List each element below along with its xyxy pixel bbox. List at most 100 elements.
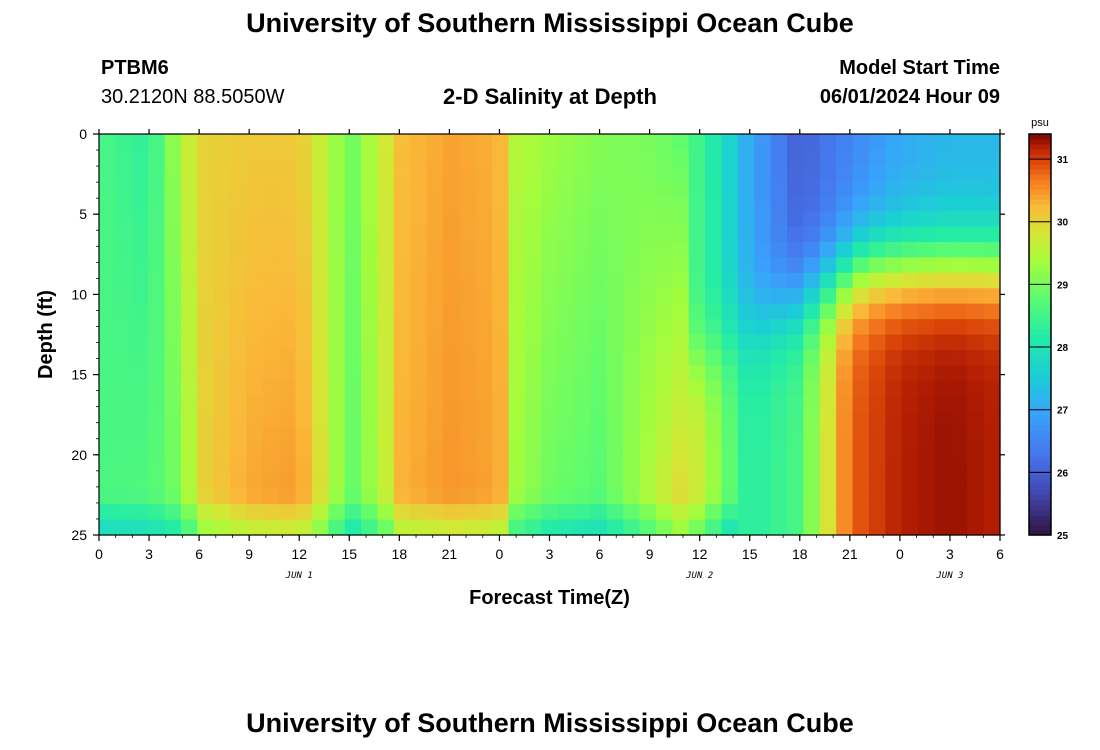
- heatmap-cell: [885, 411, 903, 428]
- heatmap-cell: [197, 442, 215, 459]
- heatmap-cell: [197, 427, 215, 444]
- heatmap-cell: [328, 288, 346, 305]
- heatmap-cell: [983, 504, 1001, 521]
- heatmap-cell: [148, 226, 166, 243]
- colorbar-segment: [1029, 369, 1051, 376]
- heatmap-cell: [688, 365, 706, 382]
- heatmap-cell: [246, 396, 264, 413]
- heatmap-cell: [148, 319, 166, 336]
- heatmap-cell: [262, 288, 280, 305]
- heatmap-cell: [770, 488, 788, 505]
- heatmap-cell: [99, 303, 116, 320]
- heatmap-cell: [262, 195, 280, 212]
- heatmap-cell: [393, 488, 411, 505]
- heatmap-cell: [721, 226, 739, 243]
- heatmap-cell: [918, 257, 936, 274]
- heatmap-cell: [524, 211, 542, 228]
- colorbar-segment: [1029, 139, 1051, 145]
- heatmap-cell: [934, 288, 952, 305]
- heatmap-cell: [737, 457, 755, 474]
- heatmap-cell: [377, 319, 395, 336]
- heatmap-cell: [754, 488, 772, 505]
- heatmap-cell: [967, 488, 985, 505]
- heatmap-cell: [934, 427, 952, 444]
- heatmap-cell: [377, 504, 395, 521]
- heatmap-cell: [688, 319, 706, 336]
- heatmap-cell: [295, 319, 313, 336]
- heatmap-cell: [770, 504, 788, 521]
- heatmap-cell: [164, 134, 182, 151]
- heatmap-cell: [639, 211, 657, 228]
- heatmap-cell: [950, 241, 968, 258]
- heatmap-cell: [524, 149, 542, 166]
- heatmap-cell: [721, 288, 739, 305]
- heatmap-cell: [868, 272, 886, 289]
- heatmap-cell: [311, 442, 329, 459]
- heatmap-cell: [180, 365, 198, 382]
- colorbar-segment: [1029, 304, 1051, 311]
- heatmap-cell: [868, 457, 886, 474]
- heatmap-cell: [918, 226, 936, 243]
- heatmap-cell: [721, 272, 739, 289]
- heatmap-cell: [131, 427, 149, 444]
- heatmap-cell: [787, 241, 805, 258]
- heatmap-cell: [574, 195, 592, 212]
- heatmap-cell: [901, 519, 919, 536]
- heatmap-cell: [295, 149, 313, 166]
- heatmap-cell: [344, 226, 362, 243]
- heatmap-cell: [557, 396, 575, 413]
- heatmap-cell: [737, 180, 755, 197]
- heatmap-cell: [590, 195, 608, 212]
- heatmap-cell: [475, 504, 493, 521]
- heatmap-cell: [705, 411, 723, 428]
- heatmap-cell: [688, 164, 706, 181]
- heatmap-cell: [574, 226, 592, 243]
- heatmap-cell: [197, 149, 215, 166]
- heatmap-cell: [148, 257, 166, 274]
- heatmap-cell: [311, 272, 329, 289]
- heatmap-cell: [426, 457, 444, 474]
- heatmap-cell: [361, 427, 379, 444]
- heatmap-cell: [688, 488, 706, 505]
- heatmap-cell: [541, 442, 559, 459]
- heatmap-cell: [426, 303, 444, 320]
- heatmap-cell: [328, 180, 346, 197]
- heatmap-cell: [672, 380, 690, 397]
- heatmap-cell: [574, 303, 592, 320]
- heatmap-cell: [852, 365, 870, 382]
- heatmap-cell: [164, 349, 182, 366]
- heatmap-cell: [344, 303, 362, 320]
- heatmap-cell: [279, 365, 297, 382]
- heatmap-cell: [524, 272, 542, 289]
- heatmap-cell: [443, 195, 460, 212]
- heatmap-cell: [557, 180, 575, 197]
- colorbar-tick-label: 30: [1057, 218, 1069, 229]
- heatmap-cell: [787, 149, 805, 166]
- heatmap-cell: [426, 288, 444, 305]
- station-id: PTBM6: [101, 57, 169, 79]
- heatmap-cell: [541, 349, 559, 366]
- heatmap-cell: [459, 427, 477, 444]
- heatmap-cell: [197, 195, 215, 212]
- heatmap-cell: [246, 226, 264, 243]
- heatmap-cell: [443, 334, 460, 351]
- heatmap-cell: [311, 226, 329, 243]
- heatmap-cell: [230, 488, 248, 505]
- heatmap-cell: [885, 257, 903, 274]
- heatmap-cell: [508, 349, 526, 366]
- heatmap-cell: [492, 241, 510, 258]
- heatmap-cell: [950, 380, 968, 397]
- heatmap-cell: [524, 164, 542, 181]
- heatmap-cell: [246, 288, 264, 305]
- heatmap-cell: [213, 504, 231, 521]
- heatmap-cell: [770, 164, 788, 181]
- heatmap-cell: [230, 226, 248, 243]
- heatmap-cell: [852, 334, 870, 351]
- heatmap-cell: [197, 380, 215, 397]
- heatmap-cell: [606, 519, 624, 536]
- heatmap-cell: [590, 257, 608, 274]
- heatmap-cell: [361, 180, 379, 197]
- heatmap-cell: [721, 504, 739, 521]
- heatmap-cell: [639, 442, 657, 459]
- heatmap-cell: [115, 180, 133, 197]
